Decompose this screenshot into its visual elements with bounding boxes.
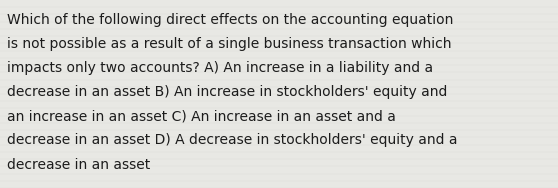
Text: an increase in an asset C) An increase in an asset and a: an increase in an asset C) An increase i… xyxy=(7,109,396,123)
Text: is not possible as a result of a single business transaction which: is not possible as a result of a single … xyxy=(7,37,452,51)
Text: impacts only two accounts? A) An increase in a liability and a: impacts only two accounts? A) An increas… xyxy=(7,61,434,75)
Text: decrease in an asset B) An increase in stockholders' equity and: decrease in an asset B) An increase in s… xyxy=(7,85,448,99)
Text: decrease in an asset D) A decrease in stockholders' equity and a: decrease in an asset D) A decrease in st… xyxy=(7,133,458,147)
Text: Which of the following direct effects on the accounting equation: Which of the following direct effects on… xyxy=(7,13,454,27)
Text: decrease in an asset: decrease in an asset xyxy=(7,158,151,171)
